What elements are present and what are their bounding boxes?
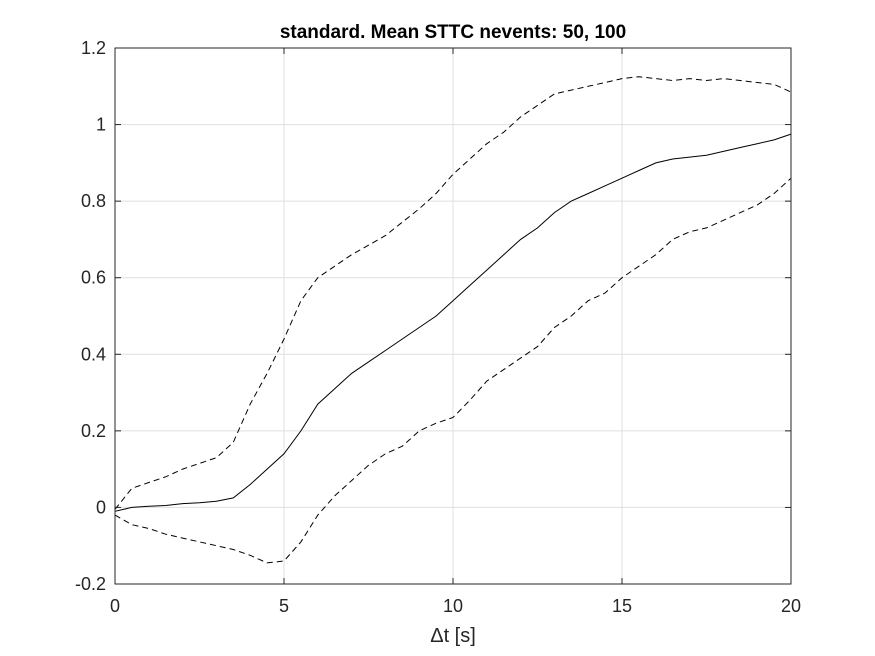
y-tick-label: 1 — [96, 115, 106, 135]
x-tick-label: 0 — [110, 596, 120, 616]
chart-title: standard. Mean STTC nevents: 50, 100 — [280, 22, 626, 43]
y-tick-label: 0.2 — [81, 421, 106, 441]
y-tick-label: 0.8 — [81, 191, 106, 211]
dashed-series-line-1 — [114, 76, 792, 510]
solid-series-line-0 — [114, 133, 792, 512]
x-tick-label: 15 — [612, 596, 632, 616]
axis-ticks: 0 5 10 15 20-0.200.20.40.60.811.2 — [75, 38, 801, 616]
y-tick-label: 1.2 — [81, 38, 106, 58]
x-axis-label: Δt [s] — [430, 625, 476, 647]
y-tick-label: 0.6 — [81, 268, 106, 288]
series-group — [114, 76, 792, 564]
x-tick-label: 5 — [279, 596, 289, 616]
y-tick-label: -0.2 — [75, 574, 106, 594]
x-tick-label: 20 — [781, 596, 801, 616]
x-tick-label: 10 — [443, 596, 463, 616]
y-tick-label: 0 — [96, 497, 106, 517]
y-tick-label: 0.4 — [81, 344, 106, 364]
dashed-series-line-2 — [114, 177, 792, 564]
